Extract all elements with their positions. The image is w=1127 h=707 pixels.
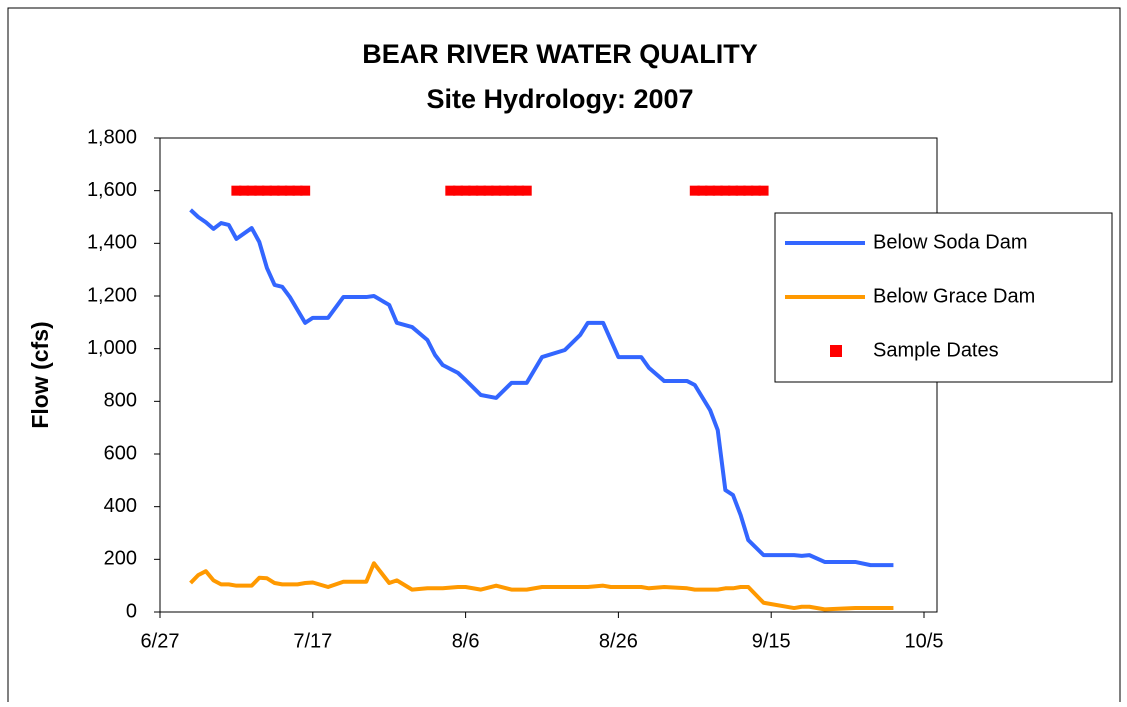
x-tick-label: 10/5	[905, 630, 944, 652]
y-tick-label: 1,200	[87, 284, 137, 306]
sample-marker	[697, 185, 708, 196]
chart-title: BEAR RIVER WATER QUALITY	[362, 39, 758, 69]
sample-marker	[491, 185, 502, 196]
y-tick-label: 400	[104, 495, 137, 517]
y-tick-label: 0	[126, 600, 137, 622]
sample-marker	[750, 185, 761, 196]
sample-marker	[284, 185, 295, 196]
sample-marker	[735, 185, 746, 196]
y-tick-label: 1,000	[87, 337, 137, 359]
sample-marker	[292, 185, 303, 196]
y-tick-label: 800	[104, 390, 137, 412]
sample-marker	[277, 185, 288, 196]
sample-marker	[231, 185, 242, 196]
sample-marker	[475, 185, 486, 196]
sample-marker	[521, 185, 532, 196]
x-tick-label: 7/17	[293, 630, 332, 652]
legend-label: Below Soda Dam	[873, 231, 1028, 253]
x-tick-label: 8/6	[452, 630, 480, 652]
x-tick-label: 8/26	[599, 630, 638, 652]
sample-marker	[468, 185, 479, 196]
sample-marker	[246, 185, 257, 196]
sample-marker	[689, 185, 700, 196]
sample-marker	[743, 185, 754, 196]
y-axis-label: Flow (cfs)	[27, 321, 53, 428]
sample-marker	[728, 185, 738, 196]
sample-marker	[261, 185, 272, 196]
y-tick-label: 200	[104, 548, 137, 570]
sample-marker	[758, 185, 769, 196]
x-tick-label: 6/27	[141, 630, 180, 652]
sample-marker	[498, 185, 509, 196]
chart-subtitle: Site Hydrology: 2007	[426, 84, 693, 114]
sample-marker	[460, 185, 471, 196]
sample-marker	[514, 185, 525, 196]
data-line	[189, 208, 894, 568]
sample-marker	[712, 185, 723, 196]
legend-marker	[830, 345, 842, 357]
sample-marker	[254, 185, 265, 196]
sample-marker	[506, 185, 517, 196]
sample-marker	[445, 185, 456, 196]
y-tick-label: 1,400	[87, 232, 137, 254]
x-tick-label: 9/15	[752, 630, 791, 652]
y-tick-label: 1,800	[87, 126, 137, 148]
sample-marker	[705, 185, 716, 196]
sample-marker	[239, 185, 250, 196]
y-tick-label: 1,600	[87, 179, 137, 201]
sample-marker	[483, 185, 494, 196]
sample-marker	[269, 185, 280, 196]
data-line	[189, 561, 894, 612]
sample-marker	[452, 185, 463, 196]
y-tick-label: 600	[104, 442, 137, 464]
sample-marker	[720, 185, 731, 196]
legend-label: Below Grace Dam	[873, 285, 1035, 307]
sample-marker	[300, 185, 311, 196]
legend-label: Sample Dates	[873, 339, 999, 361]
